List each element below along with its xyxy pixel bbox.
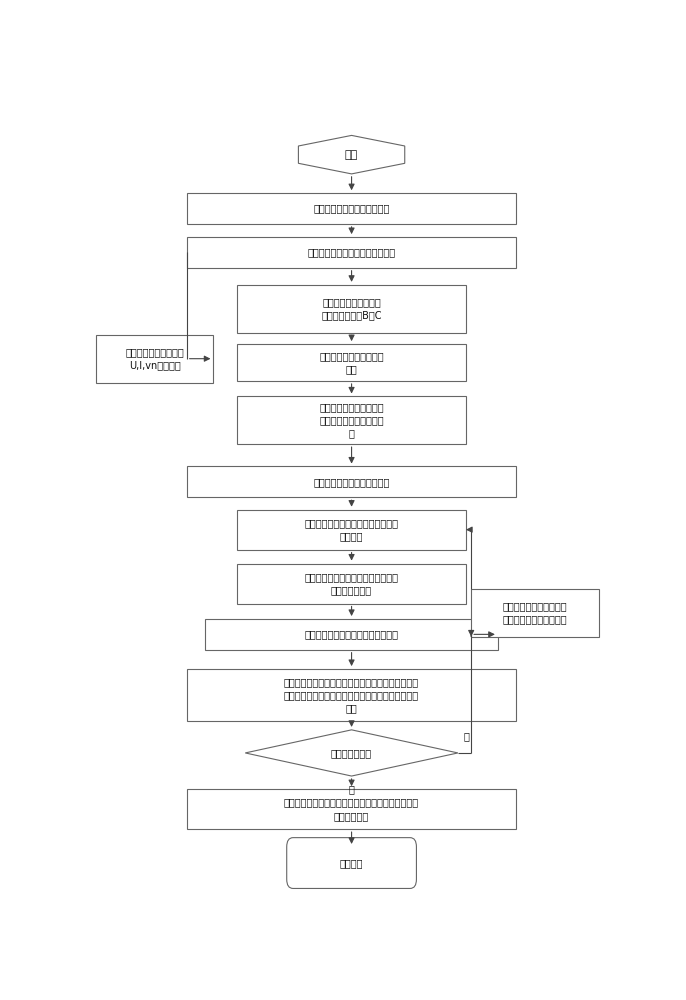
FancyBboxPatch shape <box>237 285 466 333</box>
FancyBboxPatch shape <box>471 589 599 637</box>
FancyBboxPatch shape <box>287 838 416 888</box>
FancyBboxPatch shape <box>187 669 517 721</box>
Text: 利用工艺规范直接确定
U,I,vn等参数。: 利用工艺规范直接确定 U,I,vn等参数。 <box>126 347 185 370</box>
Polygon shape <box>298 135 405 174</box>
Text: 利用工况条件确定装卡边界条件，散
热边界条件等。: 利用工况条件确定装卡边界条件，散 热边界条件等。 <box>305 572 399 595</box>
FancyBboxPatch shape <box>187 193 517 224</box>
Text: 将装卡边界条件，散热边界条件，初步确定热源参数
的热源模型加载到划分好网格的焊接结构上，计算温
度场: 将装卡边界条件，散热边界条件，初步确定热源参数 的热源模型加载到划分好网格的焊接… <box>284 677 419 713</box>
FancyBboxPatch shape <box>205 619 498 650</box>
Text: 开始: 开始 <box>345 150 358 160</box>
Text: 计算结束: 计算结束 <box>340 858 364 868</box>
Polygon shape <box>246 730 458 776</box>
Text: 温度场是否准确: 温度场是否准确 <box>331 748 372 758</box>
Text: 测量该工艺规范下的熔
深，熔宽，记为B，C: 测量该工艺规范下的熔 深，熔宽，记为B，C <box>321 297 382 320</box>
Text: 修改荷步，网格模型，对
热源模型参数进行微调。: 修改荷步，网格模型，对 热源模型参数进行微调。 <box>503 601 567 624</box>
Text: 利用比例关系式确定热源
参数: 利用比例关系式确定热源 参数 <box>319 351 384 374</box>
FancyBboxPatch shape <box>237 564 466 604</box>
Text: 确定多丝焊热源模型所有参数: 确定多丝焊热源模型所有参数 <box>314 477 390 487</box>
FancyBboxPatch shape <box>187 466 517 497</box>
Text: 将热源模型保存到数值模拟工具的热源模型库中，以
备下次调用。: 将热源模型保存到数值模拟工具的热源模型库中，以 备下次调用。 <box>284 798 419 821</box>
FancyBboxPatch shape <box>237 510 466 550</box>
Text: 提出热源模型及热流分布函数: 提出热源模型及热流分布函数 <box>314 204 390 214</box>
Text: 初步确定热源模型，作为计算的热学
边界条件: 初步确定热源模型，作为计算的热学 边界条件 <box>305 518 399 541</box>
Text: 对焊接结构进行几何建模和网格划分: 对焊接结构进行几何建模和网格划分 <box>305 629 399 639</box>
FancyBboxPatch shape <box>187 237 517 268</box>
Text: 利用热源校核工具确定每
个焊丝的前后能量分配系
数: 利用热源校核工具确定每 个焊丝的前后能量分配系 数 <box>319 402 384 439</box>
FancyBboxPatch shape <box>187 789 517 829</box>
Text: 否: 否 <box>463 731 469 741</box>
Text: 确定工艺规范，记录工艺规范参数: 确定工艺规范，记录工艺规范参数 <box>307 247 396 257</box>
Text: 是: 是 <box>348 784 355 794</box>
FancyBboxPatch shape <box>237 396 466 444</box>
FancyBboxPatch shape <box>237 344 466 381</box>
FancyBboxPatch shape <box>96 335 213 383</box>
